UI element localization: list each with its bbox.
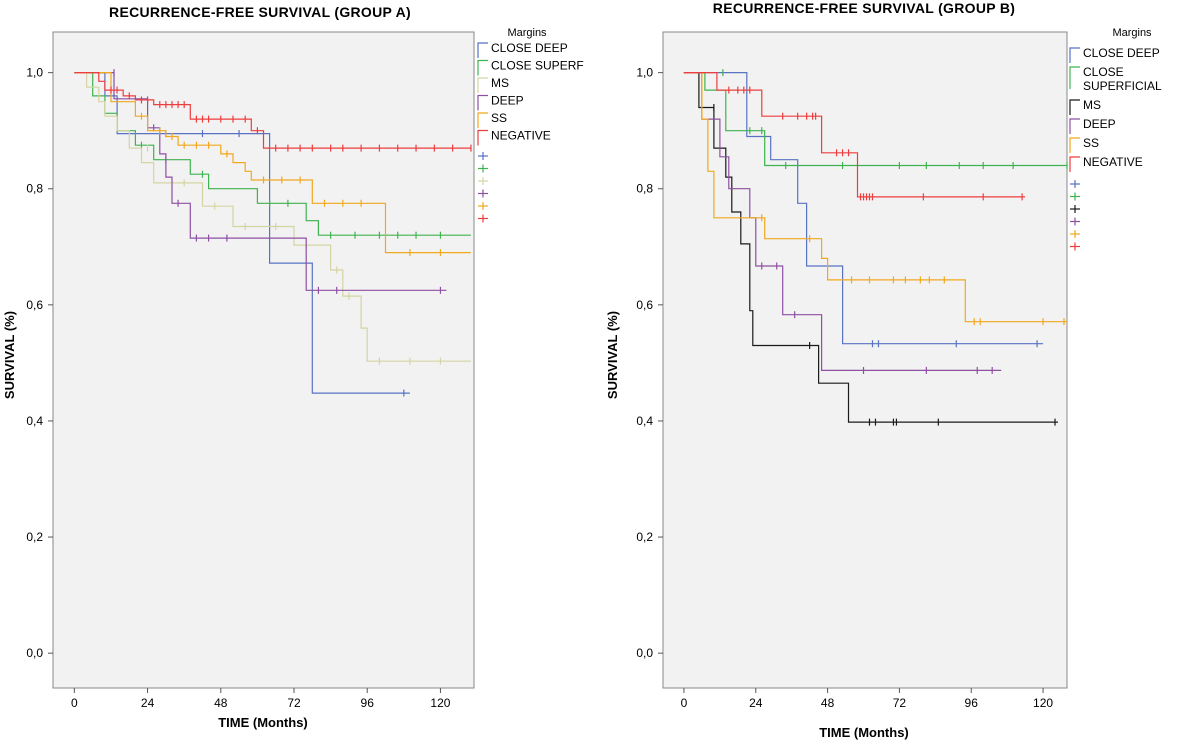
x-axis: 0 24 48 72 96 120 [681,688,1053,710]
legend-swatch-ss [1069,137,1080,153]
legend-label-negative: NEGATIVE [1083,155,1143,169]
y-tick-label: 0,6 [636,298,653,312]
x-tick-label: 0 [681,696,688,710]
legend-label-close-superficial: CLOSE SUPERFICIAL [1083,65,1162,93]
legend-label-ss: SS [1083,136,1099,150]
y-tick-label: 0,0 [636,646,653,660]
x-tick-label: 48 [214,696,228,710]
chart-panel-group-b: RECURRENCE-FREE SURVIVAL (GROUP B) 0,0 0,… [599,0,1198,744]
legend-label-deep: DEEP [1083,117,1116,131]
chart-panel-group-a: RECURRENCE-FREE SURVIVAL (GROUP A) 0,0 0,… [0,0,599,744]
y-axis-label: SURVIVAL (%) [2,311,17,399]
legend-label-close-superficial: CLOSE SUPERF [491,59,584,73]
legend-label-line: CLOSE [1083,65,1124,79]
legend-label-ms: MS [491,76,509,90]
legend-label-ss: SS [491,111,507,125]
legend: Margins CLOSE DEEP CLOSE SUPERFICIAL MS DEEP… [1069,27,1162,251]
legend-label-close-deep: CLOSE DEEP [491,41,568,55]
x-tick-label: 72 [287,696,301,710]
series-line-deep [683,71,1002,371]
series-layer [74,69,472,397]
legend-swatch-close-superficial [477,59,488,76]
legend-swatch-deep [477,94,488,111]
y-axis: 0,0 0,2 0,4 0,6 0,8 1,0 [636,66,663,660]
series-line-negative [74,71,471,149]
legend-swatch-close-deep [1069,47,1080,63]
chart-title: RECURRENCE-FREE SURVIVAL (GROUP B) [713,0,1015,16]
legend-swatch-ms [477,77,488,93]
y-tick-label: 0,4 [636,414,653,428]
legend-label-negative: NEGATIVE [491,129,551,143]
series-line-ms [74,71,471,362]
y-tick-label: 1,0 [26,66,43,80]
legend-swatch-close-deep [477,42,488,58]
x-tick-label: 120 [430,696,450,710]
x-axis-label: TIME (Months) [819,725,909,740]
legend-swatch-deep [1069,118,1080,134]
series-line-ms [683,71,1058,423]
legend-swatch-negative [477,129,488,146]
x-tick-label: 96 [361,696,375,710]
x-tick-label: 0 [71,696,78,710]
legend-label-line: SUPERFICIAL [1083,79,1162,93]
x-tick-label: 24 [749,696,763,710]
series-line-ss [74,71,471,254]
y-tick-label: 0,2 [26,530,43,544]
legend-swatch-ms [1069,99,1080,115]
x-tick-label: 96 [965,696,979,710]
y-tick-label: 0,0 [26,646,43,660]
x-tick-label: 24 [141,696,155,710]
legend-label-ms: MS [1083,98,1101,112]
legend-title: Margins [507,27,547,39]
y-tick-label: 1,0 [636,66,653,80]
y-tick-label: 0,6 [26,298,43,312]
x-tick-label: 72 [893,696,907,710]
x-tick-label: 48 [821,696,835,710]
series-line-close-deep [683,71,1044,345]
legend-label-deep: DEEP [491,94,524,108]
chart-svg-group-b: RECURRENCE-FREE SURVIVAL (GROUP B) 0,00,… [605,0,1162,740]
legend-label-close-deep: CLOSE DEEP [1083,46,1160,60]
legend-items: CLOSE DEEP CLOSE SUPERFICIAL MS DEEP SS NEGATI… [1069,46,1162,251]
y-tick-label: 0,2 [636,530,653,544]
legend-items: CLOSE DEEP CLOSE SUPERF MS DEEP SS NEGATIVE [477,41,584,223]
chart-svg-group-a: RECURRENCE-FREE SURVIVAL (GROUP A) 0,00,… [2,4,584,730]
y-axis: 0,0 0,2 0,4 0,6 0,8 1,0 [26,66,53,660]
series-line-ss [683,71,1067,323]
chart-title: RECURRENCE-FREE SURVIVAL (GROUP A) [109,4,411,20]
x-tick-label: 120 [1033,696,1053,710]
legend-swatch-close-superficial [1069,66,1080,89]
plot-area [662,31,1068,689]
y-tick-label: 0,8 [636,182,653,196]
series-line-negative [683,71,1026,198]
legend-title: Margins [1112,27,1152,39]
series-line-close-superficial [683,71,1067,167]
legend: Margins CLOSE DEEP CLOSE SUPERF MS DEEP SS NE… [477,27,584,223]
series-line-deep [74,71,447,291]
x-axis-label: TIME (Months) [218,715,308,730]
x-axis: 0 24 48 72 96 120 [71,688,451,710]
series-layer [683,69,1068,426]
y-tick-label: 0,8 [26,182,43,196]
y-tick-label: 0,4 [26,414,43,428]
legend-swatch-negative [1069,156,1080,172]
legend-swatch-ss [477,112,488,128]
y-axis-label: SURVIVAL (%) [605,311,620,399]
